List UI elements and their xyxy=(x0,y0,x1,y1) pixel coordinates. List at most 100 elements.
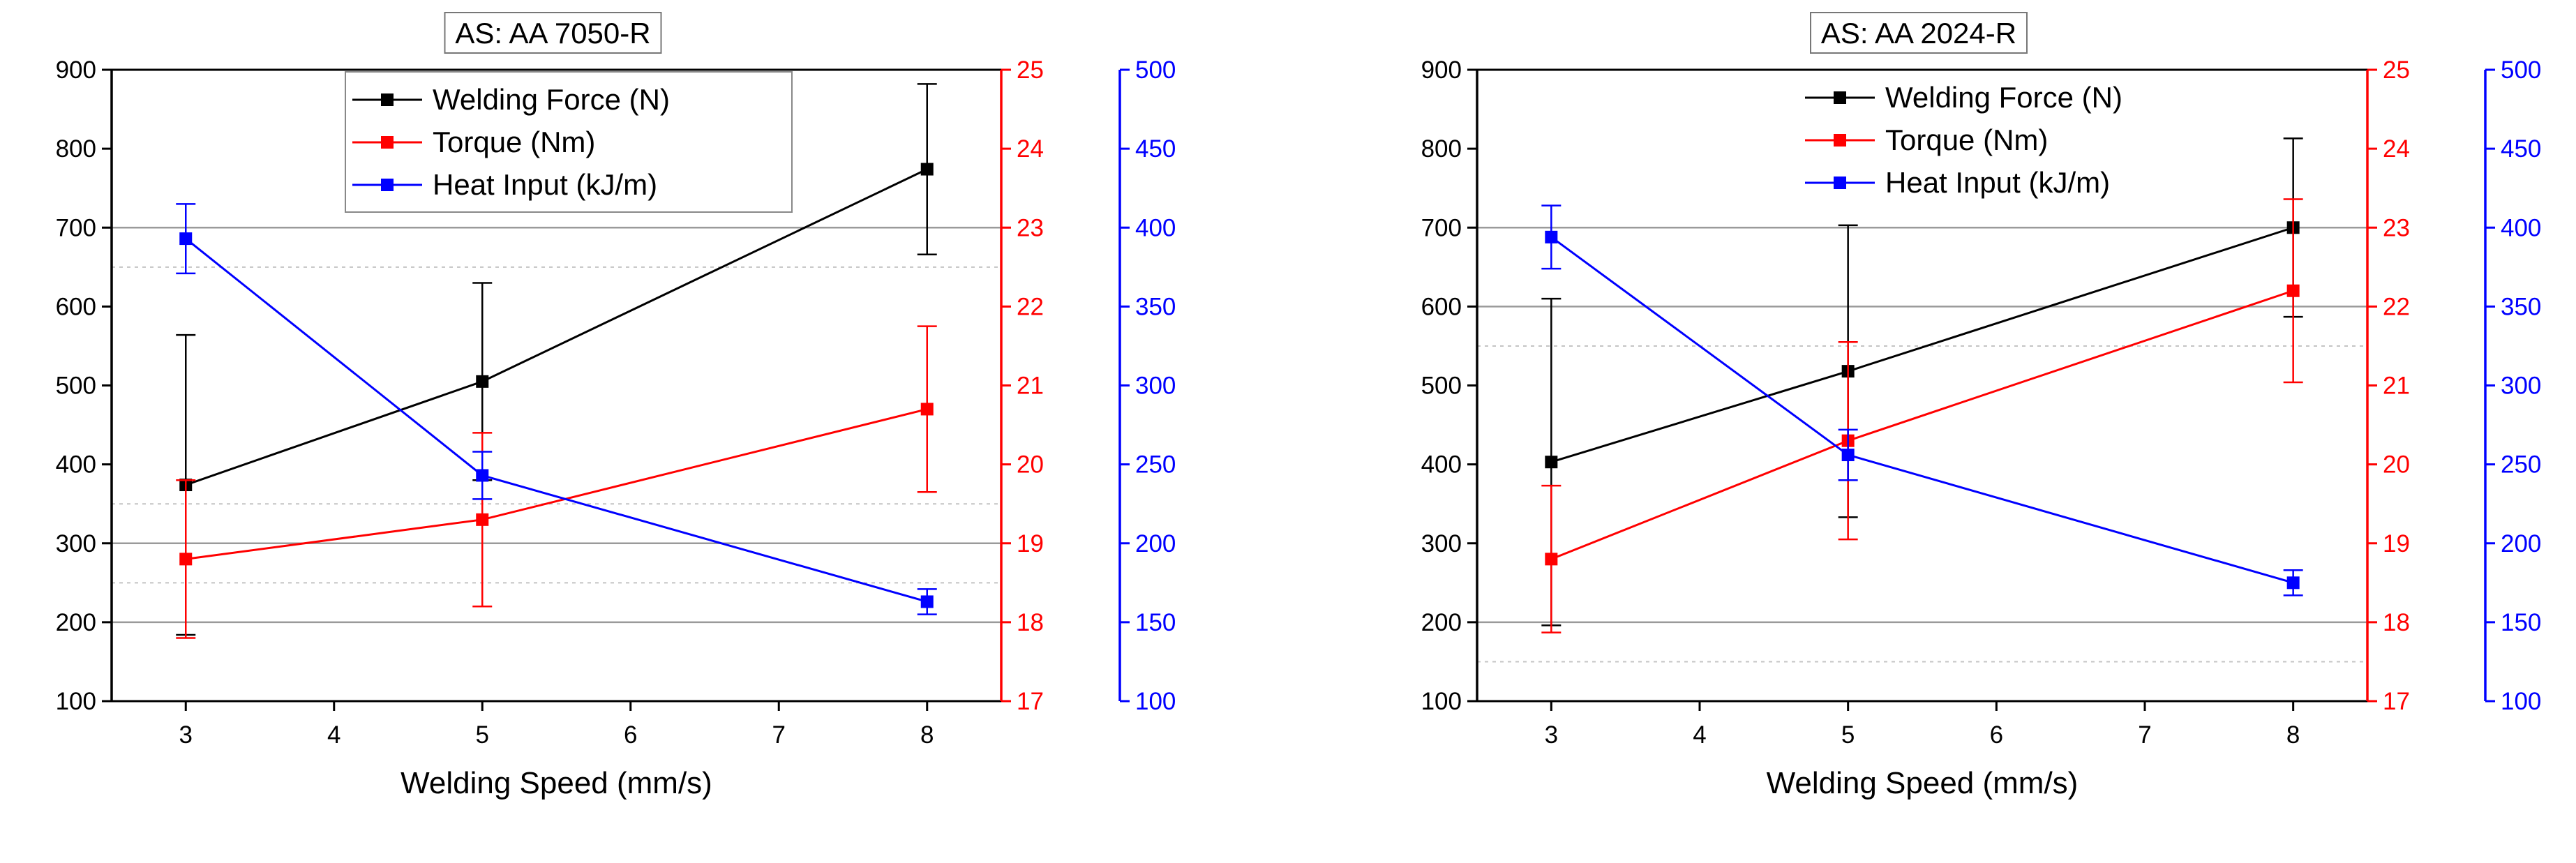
x-tick-label: 7 xyxy=(2138,721,2151,749)
x-tick-label: 5 xyxy=(1841,721,1855,749)
data-point xyxy=(920,163,934,176)
y-tick-label-y3: 350 xyxy=(2501,293,2541,320)
data-point xyxy=(179,553,193,566)
y-tick-label-y1: 700 xyxy=(56,214,96,241)
y-tick-label-y2: 25 xyxy=(1017,57,1044,84)
y-tick-label-y1: 900 xyxy=(1421,57,1462,84)
y-tick-label-y2: 19 xyxy=(2383,530,2410,557)
data-point xyxy=(920,403,934,416)
y-tick-label-y2: 21 xyxy=(2383,373,2410,400)
data-point xyxy=(476,513,489,526)
x-tick-label: 5 xyxy=(476,721,489,749)
legend-label: Torque (Nm) xyxy=(1885,123,2048,156)
chart-panel-1: 3 4 5 6 7 8 Welding Speed (mm/s) 100 200 300 400 50… xyxy=(56,12,1176,800)
data-point xyxy=(1545,230,1558,243)
y-tick-label-y3: 500 xyxy=(1135,57,1176,84)
y-tick-label-y2: 20 xyxy=(1017,451,1044,479)
series-line xyxy=(1550,226,2294,463)
y-tick-label-y3: 100 xyxy=(1135,688,1176,715)
y-tick-label-y1: 800 xyxy=(1421,135,1462,163)
y-tick-label-y2: 17 xyxy=(2383,688,2410,715)
y-tick-label-y3: 200 xyxy=(1135,530,1176,557)
y-tick-label-y2: 24 xyxy=(1017,135,1044,163)
x-tick-label: 8 xyxy=(920,721,934,749)
y-tick-label-y3: 400 xyxy=(1135,214,1176,241)
legend-label: Heat Input (kJ/m) xyxy=(1885,166,2110,199)
series-line xyxy=(1550,236,2294,584)
y-tick-label-y3: 450 xyxy=(1135,135,1176,163)
data-point xyxy=(2286,576,2300,590)
legend-label: Heat Input (kJ/m) xyxy=(433,168,657,201)
y-tick-label-y3: 100 xyxy=(2501,688,2541,715)
y-tick-label-y1: 200 xyxy=(1421,609,1462,636)
x-tick-label: 3 xyxy=(1545,721,1558,749)
chart-title: AS: AA 2024-R xyxy=(1821,17,2016,50)
x-tick-label: 4 xyxy=(327,721,340,749)
legend-marker xyxy=(381,93,394,106)
y-tick-label-y1: 800 xyxy=(56,135,96,163)
legend-marker xyxy=(381,179,394,191)
y-tick-label-y2: 18 xyxy=(2383,609,2410,636)
legend-label: Welding Force (N) xyxy=(433,83,670,116)
y-tick-label-y1: 700 xyxy=(1421,214,1462,241)
series-heat-input-kj-m xyxy=(1541,204,2303,596)
y-tick-label-y3: 450 xyxy=(2501,135,2541,163)
y-tick-label-y2: 19 xyxy=(1017,530,1044,557)
data-point xyxy=(920,595,934,608)
y-tick-label-y1: 400 xyxy=(1421,451,1462,479)
y-tick-label-y3: 400 xyxy=(2501,214,2541,241)
legend-marker xyxy=(1834,177,1846,189)
y-tick-label-y3: 500 xyxy=(2501,57,2541,84)
y-tick-label-y1: 200 xyxy=(56,609,96,636)
data-point xyxy=(1841,449,1855,462)
title-box xyxy=(1810,12,2028,54)
x-tick-label: 6 xyxy=(624,721,637,749)
title-box xyxy=(444,12,662,54)
series-torque-nm xyxy=(1541,198,2303,633)
legend-label: Welding Force (N) xyxy=(1885,81,2122,114)
y-tick-label-y3: 150 xyxy=(1135,609,1176,636)
data-point xyxy=(476,469,489,482)
y-tick-label-y1: 500 xyxy=(56,373,96,400)
series-line xyxy=(186,407,928,560)
legend-item-torque-nm: Torque (Nm) xyxy=(1805,123,2048,156)
y-tick-label-y1: 300 xyxy=(1421,530,1462,557)
x-tick-label: 7 xyxy=(772,721,786,749)
y-tick-label-y2: 25 xyxy=(2383,57,2410,84)
y-tick-label-y1: 600 xyxy=(1421,293,1462,320)
legend-label: Torque (Nm) xyxy=(433,126,595,158)
legend-marker xyxy=(1834,134,1846,147)
series-heat-input-kj-m xyxy=(176,203,937,615)
y-tick-label-y2: 23 xyxy=(1017,214,1044,241)
y-tick-label-y2: 21 xyxy=(1017,373,1044,400)
x-tick-label: 4 xyxy=(1693,721,1706,749)
x-axis-title: Welding Speed (mm/s) xyxy=(1767,766,2079,800)
chart-panel-2: 3 4 5 6 7 8 Welding Speed (mm/s) 100 200 300 400 50… xyxy=(1421,12,2541,800)
data-point xyxy=(1545,553,1558,566)
series-line xyxy=(1550,290,2294,560)
legend-item-torque-nm: Torque (Nm) xyxy=(352,126,595,158)
data-point xyxy=(1545,456,1558,469)
chart-title: AS: AA 7050-R xyxy=(455,17,650,50)
series-torque-nm xyxy=(176,325,937,639)
y-tick-label-y3: 350 xyxy=(1135,293,1176,320)
y-tick-label-y3: 300 xyxy=(1135,373,1176,400)
y-tick-label-y3: 300 xyxy=(2501,373,2541,400)
y-tick-label-y1: 600 xyxy=(56,293,96,320)
x-axis-title: Welding Speed (mm/s) xyxy=(400,766,712,800)
legend-item-welding-force-n: Welding Force (N) xyxy=(1805,81,2122,114)
y-tick-label-y1: 400 xyxy=(56,451,96,479)
legend-item-welding-force-n: Welding Force (N) xyxy=(352,83,670,116)
series-line xyxy=(185,237,928,603)
y-tick-label-y1: 500 xyxy=(1421,373,1462,400)
y-tick-label-y2: 20 xyxy=(2383,451,2410,479)
y-tick-label-y3: 200 xyxy=(2501,530,2541,557)
y-tick-label-y2: 18 xyxy=(1017,609,1044,636)
y-tick-label-y2: 22 xyxy=(2383,293,2410,320)
x-tick-label: 3 xyxy=(179,721,193,749)
y-tick-label-y2: 24 xyxy=(2383,135,2410,163)
legend-item-heat-input-kj-m: Heat Input (kJ/m) xyxy=(352,168,657,201)
y-tick-label-y1: 300 xyxy=(56,530,96,557)
y-tick-label-y1: 100 xyxy=(1421,688,1462,715)
